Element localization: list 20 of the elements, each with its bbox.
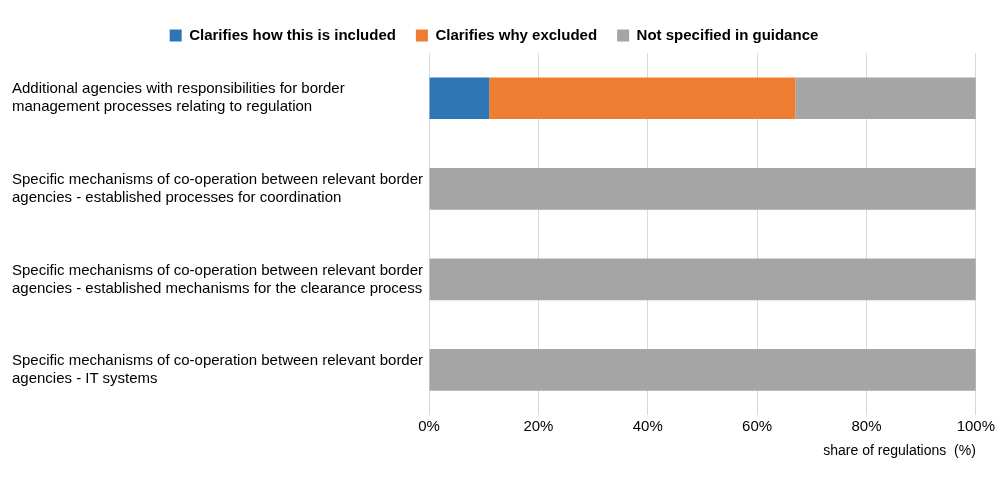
x-tick-label: 80% <box>851 417 882 435</box>
x-tick-label: 20% <box>523 417 554 435</box>
x-axis-title: share of regulations (%) <box>823 442 976 459</box>
legend-label: Clarifies how this is included <box>189 25 396 43</box>
bar <box>429 77 490 120</box>
x-tick-label: 40% <box>632 417 663 435</box>
x-tick-label: 60% <box>742 417 773 435</box>
bar <box>429 168 976 210</box>
y-tick-label: Specific mechanisms of co-operation between relevant border agencies - established mechanisms for the clearance process <box>12 260 424 296</box>
y-tick-label: Specific mechanisms of co-operation between relevant border agencies - established processes for coordination <box>12 169 424 205</box>
bar <box>429 349 976 391</box>
y-tick-label: Additional agencies with responsibilities for border management processes relating to regulation <box>12 79 345 115</box>
x-tick-label: 0% <box>418 417 440 435</box>
bar <box>429 258 976 301</box>
x-tick-label: 100% <box>956 417 996 435</box>
legend-label: Not specified in guidance <box>636 25 819 43</box>
bar <box>795 77 976 120</box>
bar <box>489 77 796 120</box>
y-tick-label: Specific mechanisms of co-operation between relevant border agencies - IT systems <box>12 351 424 387</box>
legend-label: Clarifies why excluded <box>435 25 598 43</box>
